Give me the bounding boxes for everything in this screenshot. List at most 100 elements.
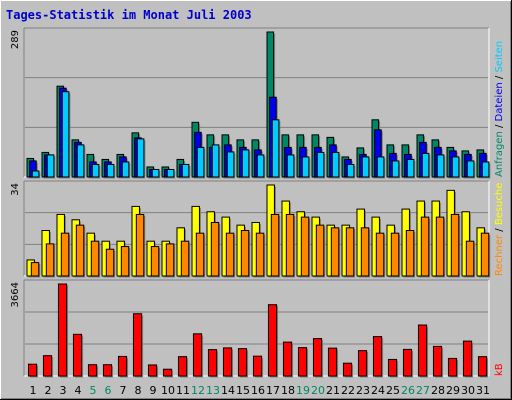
middle-bar-rechner-day-16	[255, 232, 265, 277]
top-bar-seiten-day-14	[226, 151, 235, 178]
top-bar-seiten-day-25	[391, 160, 400, 178]
bottom-bar-kb-day-17	[267, 304, 278, 377]
top-legend: Anfragen / Dateien / Seiten	[494, 41, 505, 177]
middle-bar-rechner-day-3	[60, 232, 70, 277]
bottom-legend-item: kB	[494, 363, 505, 376]
bottom-bar-kb-day-26	[402, 348, 413, 377]
x-tick-label-day-20: 20	[311, 384, 325, 397]
middle-bar-rechner-day-28	[435, 216, 445, 277]
middle-bar-rechner-day-9	[150, 246, 160, 277]
top-bar-seiten-day-24	[376, 156, 385, 178]
middle-bar-rechner-day-23	[360, 227, 370, 277]
bottom-bar-kb-day-10	[162, 368, 173, 377]
bottom-bar-kb-day-28	[432, 345, 443, 377]
middle-bar-rechner-day-8	[135, 213, 145, 277]
middle-bar-rechner-day-30	[465, 240, 475, 277]
middle-legend-item: Besuche	[494, 183, 505, 229]
x-tick-label-day-10: 10	[161, 384, 175, 397]
x-tick-label-day-9: 9	[150, 384, 157, 397]
bottom-bar-kb-day-16	[252, 355, 263, 377]
top-bar-seiten-day-13	[211, 144, 220, 178]
top-legend-item: Dateien	[494, 82, 505, 124]
top-bar-seiten-day-22	[346, 163, 355, 178]
bottom-bar-kb-day-1	[27, 363, 38, 377]
bottom-bar-kb-day-5	[87, 364, 98, 377]
x-tick-label-day-11: 11	[176, 384, 190, 397]
top-bar-seiten-day-7	[121, 161, 130, 178]
bottom-bar-kb-day-8	[132, 313, 143, 377]
top-bar-seiten-day-9	[151, 168, 160, 178]
x-tick-label-day-31: 31	[476, 384, 490, 397]
x-tick-label-day-16: 16	[251, 384, 265, 397]
x-tick-label-day-22: 22	[341, 384, 355, 397]
middle-bar-rechner-day-7	[120, 246, 130, 277]
middle-bar-rechner-day-31	[480, 232, 490, 277]
bottom-bar-kb-day-22	[342, 362, 353, 377]
bottom-bar-kb-day-9	[147, 364, 158, 377]
top-bar-seiten-day-30	[466, 160, 475, 178]
bottom-bar-kb-day-19	[297, 347, 308, 377]
middle-bar-rechner-day-17	[270, 213, 280, 277]
bottom-bar-kb-day-2	[42, 355, 53, 377]
top-bar-seiten-day-6	[106, 163, 115, 178]
middle-bar-rechner-day-15	[240, 230, 250, 277]
bottom-bar-kb-day-3	[57, 283, 68, 377]
middle-legend: Rechner / Besuche	[494, 183, 505, 276]
top-bar-seiten-day-5	[91, 163, 100, 178]
middle-bar-rechner-day-26	[405, 230, 415, 277]
middle-bar-rechner-day-1	[30, 262, 40, 277]
top-bar-seiten-day-20	[316, 151, 325, 178]
middle-bar-rechner-day-25	[390, 232, 400, 277]
x-tick-label-day-30: 30	[461, 384, 475, 397]
x-tick-label-day-28: 28	[431, 384, 445, 397]
top-bar-seiten-day-16	[256, 154, 265, 178]
top-legend-item: Seiten	[494, 41, 505, 76]
top-bar-seiten-day-18	[286, 154, 295, 178]
middle-bar-rechner-day-21	[330, 227, 340, 277]
bottom-bar-kb-day-15	[237, 348, 248, 377]
x-tick-label-day-13: 13	[206, 384, 220, 397]
x-tick-label-day-6: 6	[105, 384, 112, 397]
x-tick-label-day-14: 14	[221, 384, 235, 397]
x-tick-label-day-15: 15	[236, 384, 250, 397]
middle-legend-item: /	[494, 228, 505, 235]
middle-bar-rechner-day-24	[375, 232, 385, 277]
x-tick-label-day-24: 24	[371, 384, 385, 397]
middle-bar-rechner-day-4	[75, 224, 85, 277]
top-bar-seiten-day-28	[436, 154, 445, 178]
top-bar-seiten-day-31	[481, 161, 490, 178]
x-tick-label-day-25: 25	[386, 384, 400, 397]
middle-bar-rechner-day-5	[90, 240, 100, 277]
bottom-bar-kb-day-12	[192, 333, 203, 377]
middle-bar-rechner-day-12	[195, 232, 205, 277]
middle-bar-rechner-day-2	[45, 243, 55, 277]
chart-title: Tages-Statistik im Monat Juli 2003	[6, 8, 252, 22]
top-legend-item: Anfragen	[494, 131, 505, 177]
middle-bar-rechner-day-20	[315, 224, 325, 277]
bottom-bar-kb-day-18	[282, 341, 293, 377]
x-tick-label-day-3: 3	[60, 384, 67, 397]
top-bar-seiten-day-21	[331, 151, 340, 178]
top-bar-seiten-day-11	[181, 163, 190, 178]
top-ymax-label: 289	[10, 30, 21, 49]
middle-bar-rechner-day-11	[180, 240, 190, 277]
bottom-bar-kb-day-29	[447, 357, 458, 377]
middle-bar-rechner-day-6	[105, 248, 115, 277]
middle-ymax-label: 34	[10, 183, 21, 196]
bottom-bar-kb-day-24	[372, 336, 383, 377]
bottom-bar-kb-day-31	[477, 356, 488, 377]
bottom-bar-kb-day-11	[177, 356, 188, 377]
top-bar-seiten-day-12	[196, 146, 205, 178]
middle-bar-rechner-day-19	[300, 216, 310, 277]
x-tick-label-day-19: 19	[296, 384, 310, 397]
top-bar-seiten-day-3	[61, 91, 70, 178]
x-tick-label-day-18: 18	[281, 384, 295, 397]
top-bar-seiten-day-23	[361, 156, 370, 178]
x-tick-label-day-21: 21	[326, 384, 340, 397]
top-legend-item: /	[494, 124, 505, 131]
middle-bar-rechner-day-14	[225, 232, 235, 277]
bottom-bar-kb-day-20	[312, 338, 323, 377]
x-tick-label-day-5: 5	[90, 384, 97, 397]
